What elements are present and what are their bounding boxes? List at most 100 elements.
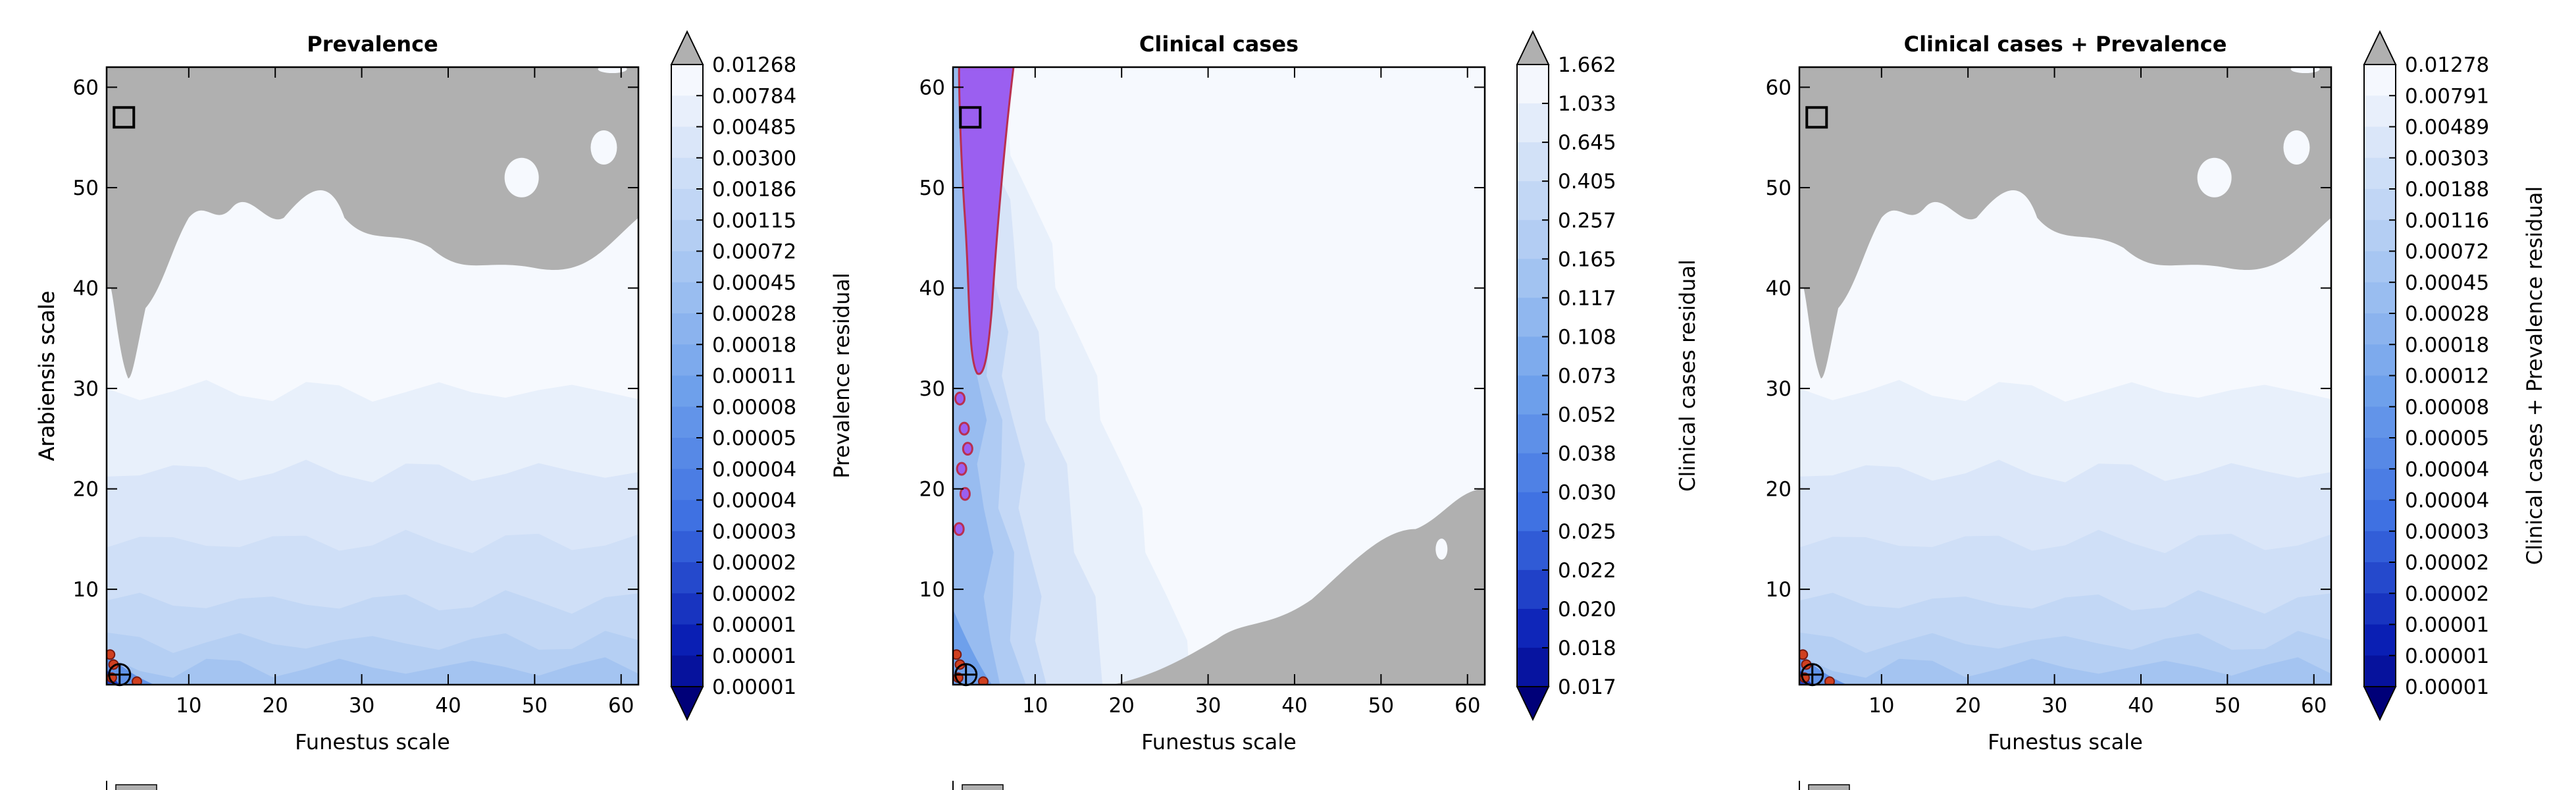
y-tick-label: 40 — [73, 277, 99, 301]
colorbar-tick-label: 0.00011 — [712, 365, 796, 388]
low-residual-spot — [1799, 649, 1809, 660]
colorbar-tick-label: 0.01278 — [2405, 53, 2489, 77]
low-residual-spot — [1824, 676, 1835, 685]
colorbar-tick-label: 0.022 — [1558, 559, 1616, 583]
colorbar-segment — [2364, 438, 2396, 469]
colorbar-segment — [671, 126, 703, 159]
contour-band — [1799, 649, 1847, 685]
contour-hole — [598, 67, 627, 74]
y-tick-label: 40 — [1766, 277, 1791, 301]
x-tick-label: 60 — [1455, 694, 1480, 718]
colorbar-segment — [671, 500, 703, 532]
x-tick-label: 20 — [1955, 694, 1980, 718]
low-residual-spot — [107, 649, 116, 660]
colorbar-tick-label: 0.00045 — [2405, 271, 2489, 295]
contour-hole — [2283, 130, 2310, 165]
best-fit-square-marker — [959, 106, 982, 129]
x-tick-label: 50 — [2215, 694, 2240, 718]
x-tick-label: 50 — [1368, 694, 1394, 718]
colorbar-segment — [1517, 220, 1549, 259]
y-tick-label: 30 — [73, 377, 99, 401]
colorbar-tick-label: 0.00116 — [2405, 209, 2489, 232]
high-residual-spot — [959, 487, 971, 501]
colorbar-tick-label: 0.00485 — [712, 116, 796, 140]
contour-band — [107, 656, 638, 685]
y-axis-label: Arabiensis scale — [34, 291, 59, 461]
colorbar-tick-label: 0.00115 — [712, 209, 796, 232]
colorbar-segment — [2364, 95, 2396, 128]
plot-frame — [105, 66, 640, 686]
colorbar: 0.01278 0.00791 0.00489 0.00303 0.00188 0.001… — [2363, 30, 2547, 722]
colorbar-tick-label: 0.00001 — [712, 675, 796, 699]
colorbar-segment — [1517, 103, 1549, 143]
chart-title: Prevalence — [307, 32, 438, 57]
colorbar-tick-label: 0.405 — [1558, 170, 1616, 194]
best-fit-square-marker — [113, 106, 136, 129]
low-residual-spot — [953, 649, 962, 660]
y-tick-label: 20 — [1766, 478, 1791, 502]
colorbar-under-extension — [670, 686, 704, 722]
y-tick-label: 50 — [1766, 176, 1791, 200]
colorbar-tick-label: 0.00003 — [712, 520, 796, 544]
colorbar-segment — [2364, 344, 2396, 377]
x-tick-label: 30 — [2042, 694, 2067, 718]
low-residual-spot — [131, 676, 142, 685]
colorbar-tick-label: 1.033 — [1558, 92, 1616, 116]
plot-frame — [1798, 66, 2332, 686]
colorbar-tick-label: 0.00001 — [2405, 614, 2489, 637]
y-tick-label: 20 — [73, 478, 99, 502]
colorbar-tick-label: 0.165 — [1558, 248, 1616, 271]
colorbar-segment — [671, 438, 703, 469]
x-tick-label: 20 — [1108, 694, 1134, 718]
colorbar-segment — [2364, 500, 2396, 532]
x-tick-label: 10 — [1868, 694, 1894, 718]
colorbar-tick-label: 0.00072 — [2405, 240, 2489, 264]
colorbar: 1.662 1.033 0.645 0.405 0.257 0.165 0.117 0.108… — [1516, 30, 1700, 722]
contour-band — [107, 649, 155, 685]
colorbar-label: Clinical cases + Prevalence residual — [2522, 186, 2547, 565]
colorbar-segment — [2364, 655, 2396, 687]
colorbar-segment — [1517, 453, 1549, 493]
x-axis-label: Funestus scale — [1988, 729, 2143, 754]
colorbar-segment — [2364, 220, 2396, 252]
y-tick-label: 30 — [919, 377, 945, 401]
y-tick-label: 40 — [919, 277, 945, 301]
high-residual-spot — [953, 522, 965, 537]
x-tick-label: 30 — [1195, 694, 1221, 718]
colorbar-tick-label: 0.00028 — [2405, 302, 2489, 326]
colorbar-segment — [1517, 375, 1549, 415]
colorbar-segment — [2364, 126, 2396, 159]
colorbar-segment — [671, 65, 703, 96]
colorbar-segment — [2364, 469, 2396, 501]
colorbar-segment — [1517, 181, 1549, 221]
colorbar-segment — [1517, 492, 1549, 532]
colorbar-tick-label: 0.00188 — [2405, 178, 2489, 201]
y-axis-label: Arabiensis scale — [34, 291, 59, 461]
plot-area — [1799, 67, 2331, 685]
y-tick-label: 10 — [919, 578, 945, 602]
colorbar-tick-label: 0.00303 — [2405, 147, 2489, 171]
colorbar-tick-label: 0.00001 — [712, 614, 796, 637]
plot-area — [953, 67, 1485, 685]
chart-panel-2: 10 20 30 40 50 60 10 20 30 40 50 60 Clinical cases Fu… — [34, 30, 1700, 790]
colorbar-segment — [2364, 593, 2396, 625]
legend-swatch — [962, 784, 1004, 790]
x-axis-label: Funestus scale — [295, 729, 450, 754]
colorbar-segment — [671, 157, 703, 190]
x-tick-label: 10 — [176, 694, 201, 718]
y-tick-label: 50 — [73, 176, 99, 200]
colorbar-tick-label: 0.00008 — [712, 396, 796, 419]
colorbar-tick-label: 0.00012 — [2405, 365, 2489, 388]
colorbar-segment — [1517, 647, 1549, 687]
colorbar-tick-label: 0.00003 — [2405, 520, 2489, 544]
colorbar-segment — [1517, 608, 1549, 648]
colorbar-segment — [671, 593, 703, 625]
colorbar-tick-label: 0.00004 — [2405, 458, 2489, 481]
colorbar-over-extension — [2363, 30, 2397, 65]
colorbar-tick-label: 0.00018 — [2405, 333, 2489, 357]
colorbar-tick-label: 0.038 — [1558, 442, 1616, 466]
colorbar-tick-label: 0.00028 — [712, 302, 796, 326]
colorbar-tick-label: 1.662 — [1558, 53, 1616, 77]
colorbar-tick-label: 0.00001 — [2405, 645, 2489, 668]
